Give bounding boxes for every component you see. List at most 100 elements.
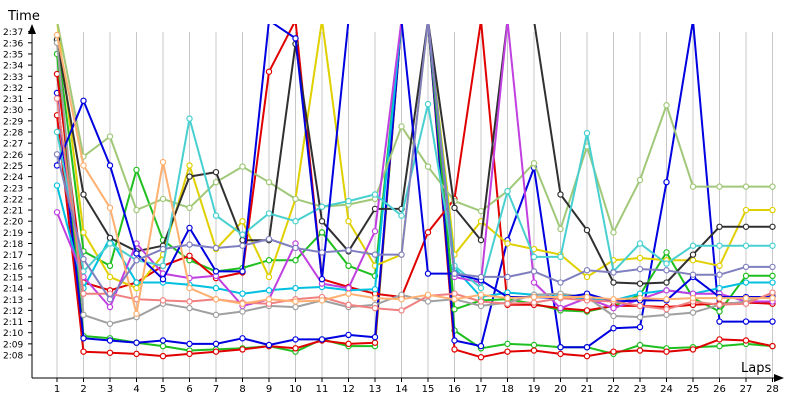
data-point	[239, 308, 246, 315]
data-point	[371, 294, 379, 302]
data-point	[530, 299, 538, 306]
data-point	[636, 294, 644, 302]
data-point	[292, 257, 299, 264]
y-tick-label: 2:32	[3, 84, 23, 94]
data-point	[292, 195, 299, 203]
data-point	[424, 100, 432, 108]
data-point	[186, 224, 193, 232]
data-point	[371, 333, 379, 341]
y-tick-label: 2:20	[3, 218, 23, 228]
data-point	[477, 342, 485, 350]
data-point	[345, 340, 352, 348]
data-point	[159, 342, 167, 350]
data-point	[769, 223, 776, 230]
data-point	[398, 212, 405, 219]
data-point	[424, 298, 432, 305]
data-point	[424, 291, 432, 298]
data-point	[769, 206, 776, 214]
data-point	[610, 325, 617, 332]
data-point	[159, 262, 167, 269]
y-tick-label: 2:24	[3, 173, 23, 183]
x-tick-label: 1	[54, 384, 60, 395]
data-point	[133, 284, 140, 292]
data-point	[265, 296, 273, 303]
x-tick-label: 23	[634, 384, 647, 395]
data-point	[583, 352, 591, 360]
data-point	[398, 296, 405, 303]
data-point	[477, 207, 485, 215]
data-point	[557, 253, 564, 261]
data-point	[610, 348, 617, 355]
data-point	[504, 300, 511, 307]
data-point	[159, 195, 167, 203]
x-tick-label: 20	[554, 384, 567, 395]
y-axis-arrow	[28, 24, 36, 34]
data-point	[371, 228, 379, 235]
data-point	[689, 271, 697, 278]
y-tick-label: 2:09	[3, 340, 23, 350]
data-point	[769, 183, 776, 190]
data-point	[133, 257, 140, 264]
data-point	[689, 251, 697, 258]
data-point	[636, 240, 644, 247]
y-tick-label: 2:29	[3, 117, 23, 127]
data-point	[80, 311, 87, 319]
data-point	[583, 226, 591, 234]
data-point	[265, 341, 273, 349]
data-point	[557, 343, 564, 351]
data-point	[742, 263, 750, 271]
data-point	[610, 229, 617, 236]
data-point	[292, 244, 299, 252]
data-point	[80, 255, 87, 263]
data-point	[689, 242, 697, 249]
data-point	[345, 246, 352, 254]
y-tick-labels: 2:08 2:092:102:112:122:132:14 2:152:162:17…	[3, 28, 32, 362]
x-tick-label: 15	[422, 384, 435, 395]
data-point	[742, 337, 750, 344]
data-point	[530, 268, 538, 275]
y-tick-label: 2:15	[3, 273, 23, 283]
data-point	[212, 311, 220, 319]
data-point	[663, 287, 670, 294]
data-point	[504, 273, 511, 281]
data-point	[451, 270, 458, 277]
data-point	[398, 251, 405, 258]
data-point	[557, 350, 564, 358]
data-point	[371, 339, 379, 346]
data-point	[583, 343, 591, 351]
x-tick-label: 6	[186, 384, 192, 395]
data-point	[371, 304, 379, 312]
data-point	[133, 250, 140, 257]
data-point	[530, 160, 538, 167]
data-point	[133, 339, 140, 346]
data-point	[80, 290, 87, 297]
data-point	[636, 265, 644, 273]
data-point	[53, 95, 61, 102]
data-point	[212, 212, 220, 219]
data-point	[716, 271, 723, 278]
data-point	[80, 335, 87, 342]
data-point	[530, 341, 538, 349]
data-point	[477, 354, 485, 361]
data-point	[186, 298, 193, 305]
data-point	[663, 267, 670, 274]
data-point	[477, 273, 485, 281]
data-point	[716, 294, 723, 302]
x-tick-label: 21	[581, 384, 594, 395]
y-tick-label: 2:34	[3, 62, 23, 72]
data-point	[636, 313, 644, 321]
data-point	[769, 272, 776, 280]
data-point	[557, 225, 564, 233]
data-point	[716, 336, 723, 343]
data-point	[716, 183, 723, 190]
data-point	[716, 342, 723, 350]
data-point	[212, 244, 220, 252]
series-line	[56, 24, 773, 359]
data-point	[212, 178, 220, 186]
data-point	[716, 242, 723, 249]
data-point	[583, 267, 591, 274]
data-point	[769, 318, 776, 325]
data-point	[292, 35, 299, 42]
data-point	[318, 297, 326, 304]
data-point	[663, 178, 670, 186]
